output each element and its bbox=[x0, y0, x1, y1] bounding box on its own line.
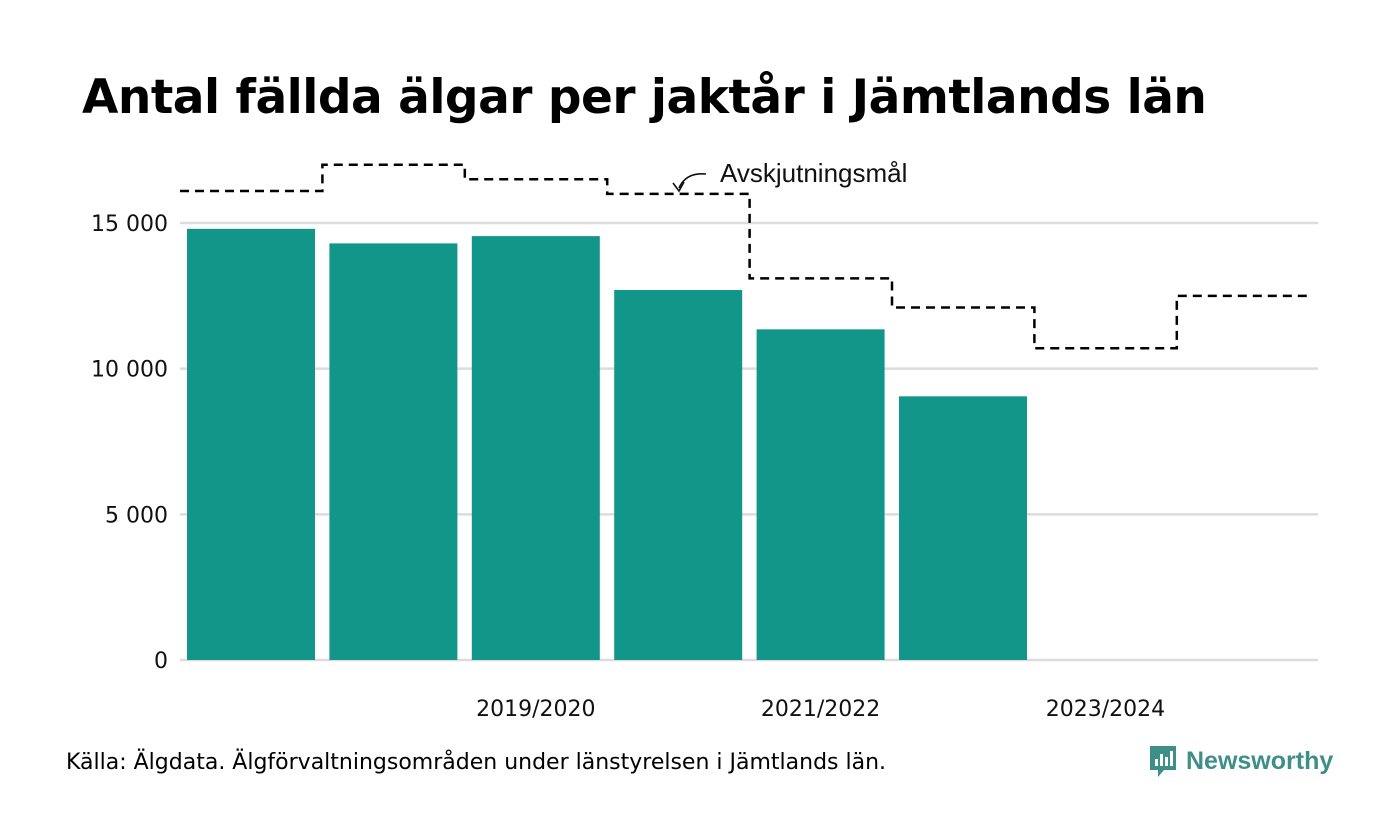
y-tick-label: 5 000 bbox=[105, 503, 168, 528]
y-tick-label: 10 000 bbox=[91, 358, 168, 383]
brand-name: Newsworthy bbox=[1186, 746, 1334, 775]
bar bbox=[329, 243, 458, 661]
bar bbox=[187, 228, 315, 660]
y-tick-label: 0 bbox=[154, 649, 168, 674]
y-tick-label: 15 000 bbox=[91, 212, 168, 237]
y-axis-ticks: 0 5 000 10 000 15 000 bbox=[91, 212, 168, 674]
brand-logo[interactable]: Newsworthy bbox=[1148, 744, 1333, 778]
bar bbox=[756, 329, 885, 660]
annotation-arrowhead bbox=[672, 181, 685, 193]
source-note: Källa: Älgdata. Älgförvaltningsområden u… bbox=[66, 750, 887, 775]
target-step-line bbox=[180, 163, 1310, 350]
annotation: Avskjutningsmål bbox=[672, 158, 907, 193]
x-tick-label: 2019/2020 bbox=[476, 697, 595, 722]
target-line bbox=[180, 163, 1310, 350]
bar bbox=[899, 396, 1027, 660]
x-tick-label: 2021/2022 bbox=[761, 697, 880, 722]
newsworthy-logo-icon bbox=[1150, 746, 1176, 777]
annotation-label: Avskjutningsmål bbox=[720, 158, 907, 188]
x-axis-ticks: 2019/2020 2021/2022 2023/2024 bbox=[476, 697, 1165, 722]
chart-title: Antal fällda älgar per jaktår i Jämtland… bbox=[82, 70, 1207, 125]
bar bbox=[471, 236, 600, 661]
bars bbox=[187, 228, 1027, 661]
x-tick-label: 2023/2024 bbox=[1046, 697, 1165, 722]
annotation-arrow bbox=[678, 172, 707, 189]
bar bbox=[614, 290, 743, 660]
